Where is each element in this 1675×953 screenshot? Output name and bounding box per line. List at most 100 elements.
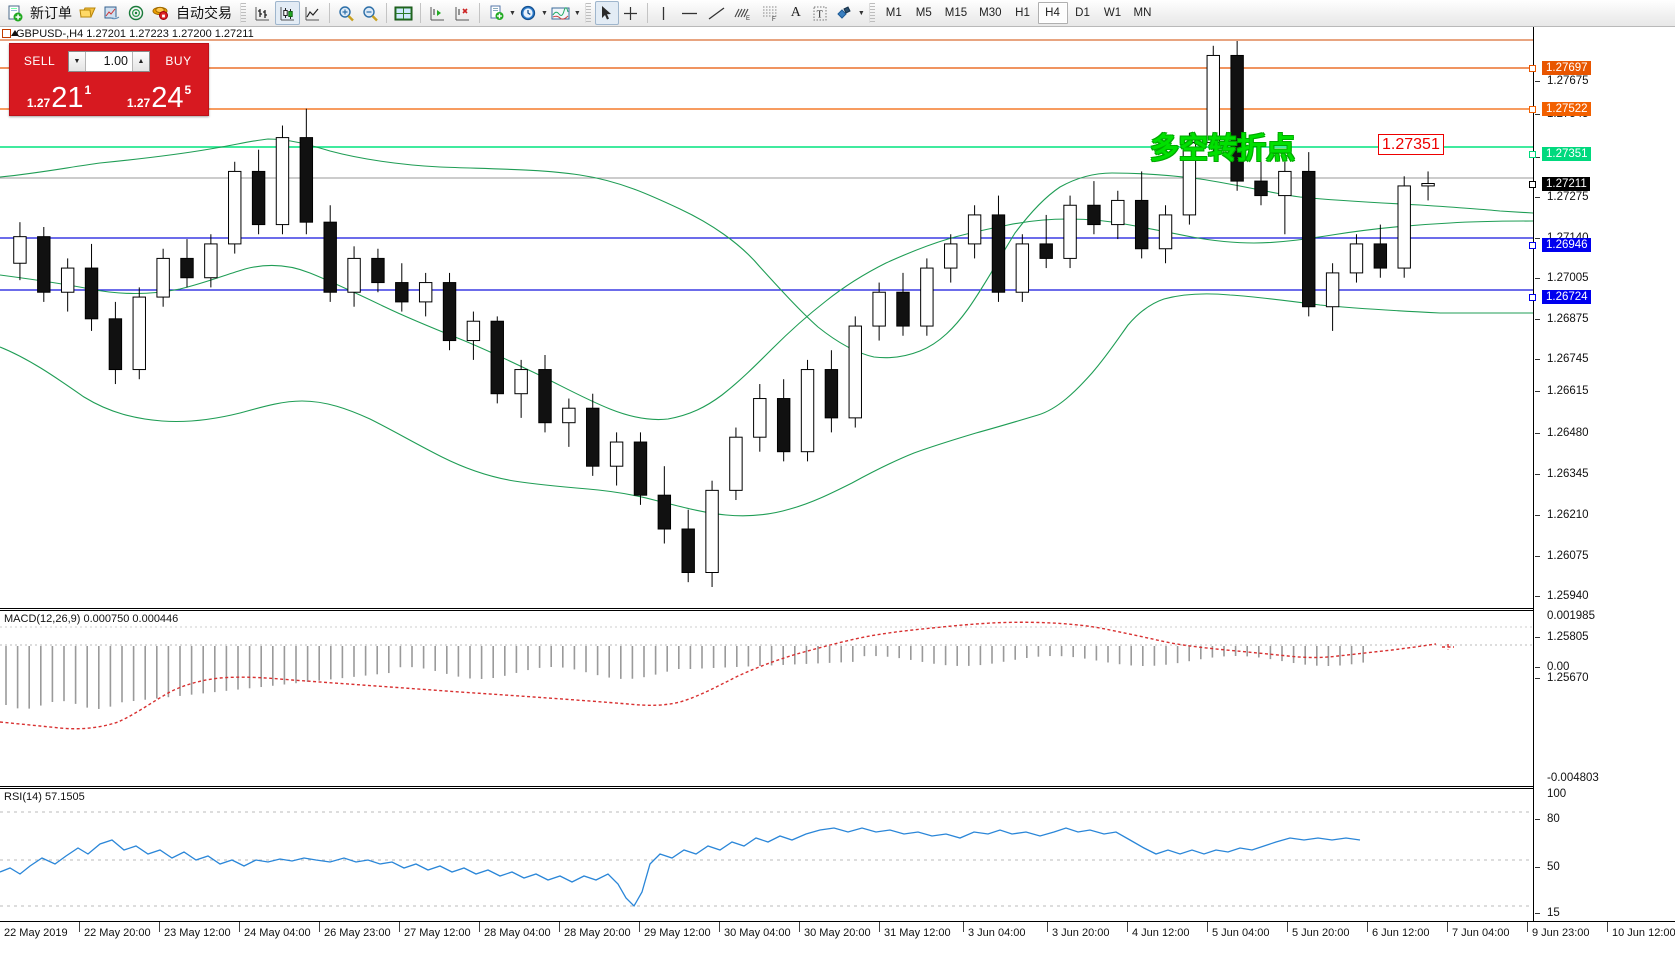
time-axis-label: 28 May 20:00: [564, 927, 631, 939]
timeframe-m5[interactable]: M5: [915, 7, 932, 19]
time-axis-label: 27 May 12:00: [404, 927, 471, 939]
price-scale[interactable]: 1.276751.275451.274101.272751.271401.270…: [1529, 27, 1675, 936]
crosshair-icon[interactable]: [619, 1, 643, 25]
timeframe-m15[interactable]: M15: [944, 7, 968, 19]
elliott-wave-icon[interactable]: E: [730, 1, 757, 25]
price-tick: 1.26345: [1533, 468, 1675, 481]
templates-dropdown-caret[interactable]: ▼: [509, 9, 516, 17]
candlestick-chart-icon[interactable]: [275, 1, 300, 25]
time-axis-label: 7 Jun 04:00: [1452, 927, 1510, 939]
volume-increment-icon[interactable]: ▲: [132, 51, 149, 71]
indicators-dropdown-caret[interactable]: ▼: [573, 9, 581, 17]
buy-button[interactable]: BUY: [165, 54, 192, 68]
chart-close-box[interactable]: [2, 29, 11, 38]
support-level-1-badge[interactable]: 1.26946: [1542, 238, 1591, 252]
candle-bearish: [108, 318, 123, 371]
price-tick: 1.27275: [1533, 191, 1675, 204]
price-tick-value: 1.26875: [1547, 313, 1589, 325]
sell-price-display[interactable]: 1.27 21 1: [10, 74, 110, 114]
text-label-icon[interactable]: T: [808, 1, 832, 25]
price-tick: 1.25940: [1533, 590, 1675, 603]
price-plot-area[interactable]: 多空转折点 1.27351: [0, 27, 1533, 921]
bar-chart-icon[interactable]: [250, 1, 275, 25]
rsi-scale-100: 100: [1533, 788, 1675, 801]
buy-price-display[interactable]: 1.27 24 5: [110, 74, 208, 114]
text-icon[interactable]: A: [790, 5, 801, 20]
timeframe-m1[interactable]: M1: [885, 7, 902, 19]
period-separator-icon[interactable]: [516, 1, 540, 25]
price-tick-value: 1.26210: [1547, 509, 1589, 521]
candle-bearish: [1134, 199, 1149, 250]
vline-icon[interactable]: [652, 1, 676, 25]
chart-annotation-text[interactable]: 多空转折点: [1150, 131, 1296, 165]
market-watch-icon[interactable]: [100, 1, 124, 25]
pivot-level-badge[interactable]: 1.27351: [1542, 147, 1591, 161]
current-price-badge[interactable]: 1.27211: [1542, 177, 1590, 191]
chart-window[interactable]: GBPUSD-,H4 1.27201 1.27223 1.27200 1.272…: [0, 27, 1675, 953]
auto-trading-icon[interactable]: [148, 1, 172, 25]
timeframe-h4[interactable]: H4: [1037, 2, 1068, 24]
time-axis-divider: [1607, 922, 1608, 932]
chart-shift-icon[interactable]: [425, 1, 450, 25]
price-tick-value: 1.25805: [1547, 631, 1589, 643]
profiles-icon[interactable]: [76, 1, 100, 25]
time-axis-label: 3 Jun 20:00: [1052, 927, 1110, 939]
timeframe-d1[interactable]: D1: [1075, 7, 1090, 19]
candle-bullish: [156, 257, 170, 298]
zoom-out-icon[interactable]: [358, 1, 382, 25]
candle-bearish: [323, 221, 337, 293]
templates-icon[interactable]: [484, 1, 508, 25]
time-axis[interactable]: 22 May 2019 22 May 20:00 23 May 12:00 24 Ma…: [0, 921, 1675, 953]
candle-bearish: [824, 369, 839, 419]
hline-icon[interactable]: [676, 1, 703, 25]
toolbar-grip-3[interactable]: [868, 3, 875, 23]
candle-bearish: [1254, 180, 1268, 197]
candle-bullish: [753, 398, 767, 438]
time-axis-divider: [1207, 922, 1208, 932]
timeframe-h1[interactable]: H1: [1015, 7, 1030, 19]
rsi-scale-100-value: 100: [1547, 788, 1567, 800]
auto-trading-label[interactable]: 自动交易: [176, 5, 232, 21]
new-order-label[interactable]: 新订单: [30, 5, 72, 21]
trendline-icon[interactable]: [703, 1, 730, 25]
new-order-button[interactable]: [2, 1, 26, 25]
annotation-price-box[interactable]: 1.27351: [1378, 134, 1444, 155]
toolbar-grip[interactable]: [240, 3, 246, 23]
macd-plot-area[interactable]: [0, 610, 1533, 786]
candle-bearish: [633, 441, 648, 496]
timeframe-mn[interactable]: MN: [1133, 7, 1152, 19]
volume-input[interactable]: 1.00: [103, 53, 128, 68]
volume-stepper[interactable]: ▼ 1.00 ▲: [68, 50, 150, 72]
fibonacci-icon[interactable]: F: [757, 1, 784, 25]
candle-bearish: [538, 369, 552, 424]
time-axis-label: 10 Jun 12:00: [1612, 927, 1675, 939]
support-level-2-badge[interactable]: 1.26724: [1542, 290, 1591, 304]
timeframe-w1[interactable]: W1: [1103, 7, 1122, 19]
one-click-trading-panel[interactable]: SELL ▼ 1.00 ▲ BUY 1.27 21 1 1.27 24 5: [9, 43, 209, 116]
time-axis-label: 5 Jun 04:00: [1212, 927, 1270, 939]
drawings-dropdown-caret[interactable]: ▼: [857, 9, 865, 17]
time-axis-label: 9 Jun 23:00: [1532, 927, 1590, 939]
cursor-icon[interactable]: [594, 1, 619, 25]
bollinger-upper-band: [0, 138, 1533, 359]
line-chart-icon[interactable]: [300, 1, 325, 25]
sell-button[interactable]: SELL: [23, 54, 56, 68]
zoom-in-icon[interactable]: [334, 1, 358, 25]
timeframe-m30[interactable]: M30: [979, 7, 1002, 19]
resistance-level-2-badge[interactable]: 1.27522: [1542, 102, 1591, 116]
indicators-icon[interactable]: [548, 1, 573, 25]
rsi-plot-area[interactable]: [0, 788, 1533, 921]
drawings-icon[interactable]: [832, 1, 857, 25]
toolbar-grip-2[interactable]: [584, 3, 591, 23]
navigator-icon[interactable]: [124, 1, 148, 25]
auto-scroll-icon[interactable]: [450, 1, 475, 25]
macd-scale-min-value: -0.004803: [1547, 772, 1599, 784]
time-axis-label: 22 May 20:00: [84, 927, 151, 939]
candle-bullish: [944, 243, 958, 269]
volume-decrement-icon[interactable]: ▼: [69, 51, 86, 71]
resistance-level-1-badge[interactable]: 1.27697: [1542, 61, 1591, 75]
time-axis-divider: [1047, 922, 1048, 932]
period-dropdown-caret[interactable]: ▼: [540, 9, 548, 17]
tile-windows-icon[interactable]: [391, 1, 416, 25]
rsi-scale-15: 15: [1533, 907, 1675, 920]
